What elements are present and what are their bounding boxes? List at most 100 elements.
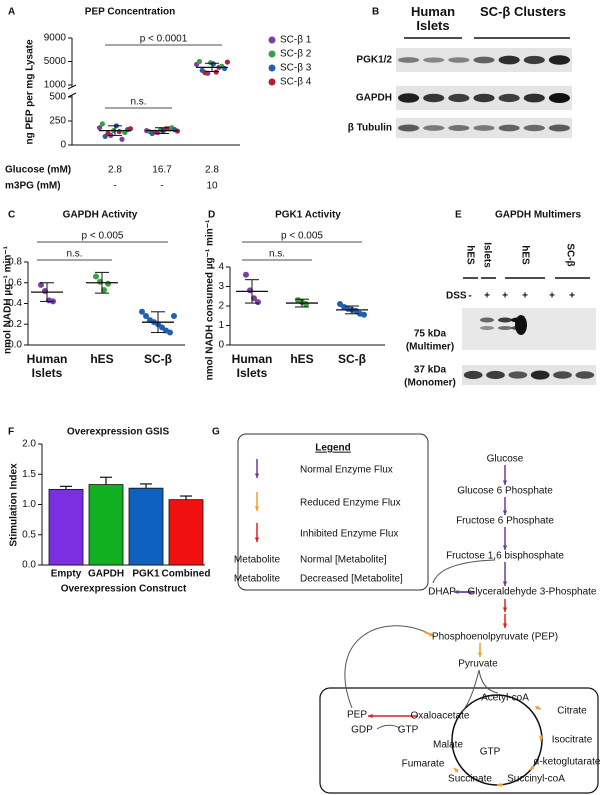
y-tick-label: 9000 xyxy=(44,33,67,44)
blot-strip xyxy=(462,365,596,385)
row-value: - xyxy=(113,181,116,192)
blot-band xyxy=(548,124,570,132)
blot-size: 75 kDa xyxy=(414,329,447,340)
flux-curve xyxy=(344,625,431,709)
data-point xyxy=(255,299,261,306)
treatment-sign: + xyxy=(569,291,575,302)
metabolite: GTP xyxy=(480,747,501,758)
annotation: n.s. xyxy=(130,97,146,108)
y-tick-label: 0.4 xyxy=(8,298,22,309)
data-point xyxy=(93,273,99,280)
bar xyxy=(168,499,204,566)
legend-label: Reduced Enzyme Flux xyxy=(300,498,401,509)
data-point xyxy=(97,125,103,131)
blot-group-label: SC-β Clusters xyxy=(480,4,566,19)
flux-arrow-head xyxy=(469,589,474,595)
legend-title: Legend xyxy=(315,443,351,454)
row-value: 2.8 xyxy=(205,165,219,176)
blot-row-label: GAPDH xyxy=(356,93,392,104)
blot-band xyxy=(508,371,528,379)
y-tick-label: 0.8 xyxy=(8,257,22,268)
metabolite: Succinyl-coA xyxy=(507,774,565,785)
x-tick-label: SC-β xyxy=(338,352,366,366)
blot-strip xyxy=(462,308,596,350)
flux-curve xyxy=(478,669,499,694)
y-tick-label: 0 xyxy=(218,340,224,351)
bar xyxy=(128,487,164,566)
blot-band xyxy=(463,370,483,380)
legend-swatch xyxy=(268,64,276,72)
metabolite: Glucose 6 Phosphate xyxy=(457,486,553,497)
blot-group-label: Human Islets xyxy=(410,4,456,33)
metabolite: Phosphoenolpyruvate (PEP) xyxy=(432,632,558,643)
x-axis-label: Overexpression Construct xyxy=(61,584,187,595)
row-value: - xyxy=(160,181,163,192)
blot-band xyxy=(448,57,470,63)
metabolite: GTP xyxy=(398,725,419,736)
data-point xyxy=(213,69,219,75)
y-tick-label: 0 xyxy=(60,140,66,151)
data-point xyxy=(167,329,173,336)
data-point xyxy=(171,312,177,319)
annotation: p < 0.005 xyxy=(281,231,323,242)
blot-row-label: (Monomer) xyxy=(404,378,456,389)
y-tick-label: 500 xyxy=(49,92,66,103)
legend-symbol: Metabolite xyxy=(234,555,281,566)
legend-label: SC-β 2 xyxy=(280,49,312,60)
metabolite: DHAP xyxy=(428,587,456,598)
flux-arrow-head xyxy=(454,589,459,595)
blot-band xyxy=(548,93,570,103)
y-tick-label: 1000 xyxy=(44,80,67,91)
legend-arrow-head xyxy=(254,473,260,478)
treatment-sign: - xyxy=(468,291,471,302)
chart-title: PEP Concentration xyxy=(85,7,175,18)
data-point xyxy=(105,280,111,287)
data-point xyxy=(196,58,202,65)
data-point xyxy=(139,308,145,315)
cycle-arrow-head xyxy=(538,736,544,741)
lane-label: hES xyxy=(464,245,475,265)
blot-band xyxy=(473,56,495,64)
chart-title: Overexpression GSIS xyxy=(67,427,170,438)
y-tick-label: 4 xyxy=(218,262,224,273)
metabolite: Fructose 1,6 bisphosphate xyxy=(446,551,564,562)
panel-label: G xyxy=(212,427,220,438)
data-point xyxy=(105,130,111,137)
bar xyxy=(88,484,124,566)
data-point xyxy=(202,70,208,76)
legend-arrow-head xyxy=(254,506,260,511)
y-tick-label: 1.0 xyxy=(22,499,36,510)
tca-cycle xyxy=(451,694,543,786)
data-point xyxy=(99,121,105,127)
blot-band xyxy=(523,124,545,132)
panel-label: B xyxy=(372,7,379,18)
flux-arrow-head xyxy=(502,623,508,628)
metabolite: PEP xyxy=(347,710,367,721)
cycle-arrow-head xyxy=(535,705,541,710)
blot-band xyxy=(523,93,545,103)
x-tick-label: Human Islets xyxy=(231,352,273,380)
legend-label: Inhibited Enzyme Flux xyxy=(300,529,398,540)
blot-band xyxy=(398,124,420,132)
metabolite: α-ketoglutarate xyxy=(534,757,601,768)
legend-swatch xyxy=(268,78,276,86)
blot-title: GAPDH Multimers xyxy=(495,210,582,221)
blot-band xyxy=(498,326,512,330)
lane-label: hES xyxy=(519,245,530,265)
metabolite: Acetyl-coA xyxy=(481,693,529,704)
blot-band xyxy=(448,93,470,103)
blot-band xyxy=(398,93,420,103)
blot-band xyxy=(548,55,570,65)
flux-arrow-head xyxy=(502,545,508,550)
metabolite: Succinate xyxy=(448,774,492,785)
x-tick-label: GAPDH xyxy=(88,569,124,580)
x-tick-label: Combined xyxy=(162,569,211,580)
cycle-arrow-head xyxy=(529,765,535,771)
x-tick-label: Human Islets xyxy=(26,352,68,380)
lane-label: SC-β xyxy=(564,243,575,266)
treatment-sign: + xyxy=(522,291,528,302)
blot-band xyxy=(530,370,550,380)
y-tick-label: 250 xyxy=(49,116,66,127)
